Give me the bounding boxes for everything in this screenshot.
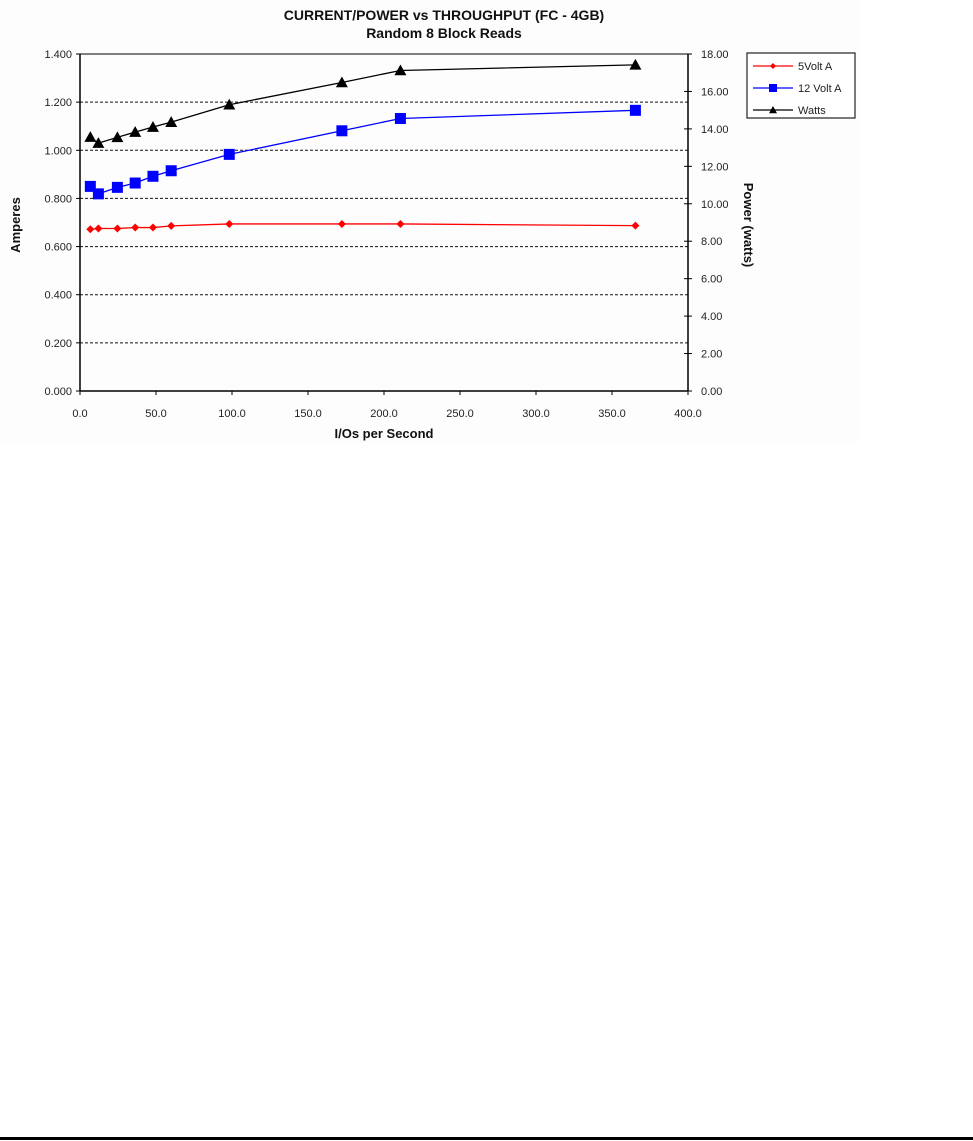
chart-title: CURRENT/POWER vs THROUGHPUT (FC - 4GB) [284,7,604,23]
data-point [629,104,641,116]
y2-tick-label: 0.00 [701,386,722,398]
data-point [113,224,122,233]
data-point [111,131,124,143]
series-line [89,64,636,144]
data-point [129,126,142,137]
y-tick-label: 0.800 [44,193,72,205]
chart-subtitle: Random 8 Block Reads [366,25,522,41]
x-tick-label: 0.0 [72,408,87,420]
y-tick-label: 0.400 [44,290,72,302]
y2-tick-label: 6.00 [701,274,722,286]
y2-tick-label: 4.00 [701,311,722,323]
data-point [335,76,348,88]
y2-tick-label: 14.00 [701,124,729,136]
chart-svg: CURRENT/POWER vs THROUGHPUT (FC - 4GB) R… [8,7,856,441]
legend-label: Watts [798,105,826,117]
y-tick-label: 1.400 [44,49,72,61]
data-point [111,181,123,193]
x-tick-label: 300.0 [522,408,550,420]
data-point [337,219,346,228]
series-line [89,109,636,195]
y2-axis-label: Power (watts) [741,183,756,268]
x-axis-label: I/Os per Second [335,426,434,441]
y2-tick-label: 8.00 [701,236,722,248]
data-point [92,188,104,200]
data-point [165,165,177,177]
data-point [223,98,236,110]
x-tick-label: 400.0 [674,408,702,420]
y-tick-label: 0.200 [44,338,72,350]
data-point [165,116,178,127]
data-point [94,224,103,233]
data-point [148,223,157,232]
data-point [84,131,97,142]
data-point [92,137,105,148]
y2-tick-label: 12.00 [701,161,729,173]
data-point [86,225,95,234]
y-axis-label: Amperes [8,197,23,253]
x-tick-label: 150.0 [294,408,322,420]
x-tick-label: 250.0 [446,408,474,420]
x-tick-label: 200.0 [370,408,398,420]
data-point [147,170,159,182]
data-point [146,121,159,132]
series-12-volt-a [84,104,641,200]
data-point [394,113,406,125]
y2-tick-label: 2.00 [701,349,722,361]
y-tick-label: 0.000 [44,386,72,398]
data-point [396,219,405,228]
series-5volt-a [86,219,640,234]
page-bottom-rule [0,1137,973,1140]
chart: CURRENT/POWER vs THROUGHPUT (FC - 4GB) R… [0,0,860,443]
data-point [167,221,176,230]
x-tick-label: 350.0 [598,408,626,420]
y-tick-label: 1.000 [44,145,72,157]
legend: 5Volt A 12 Volt A Watts [746,52,856,119]
data-point [129,177,141,189]
legend-marker [770,63,776,69]
y2-tick-label: 16.00 [701,86,729,98]
data-point [131,223,140,232]
data-point [394,64,407,76]
x-tick-label: 50.0 [145,408,166,420]
y-tick-label: 1.200 [44,97,72,109]
series-watts [84,58,642,148]
y2-tick-label: 18.00 [701,49,729,61]
x-tick-label: 100.0 [218,408,246,420]
y2-tick-label: 10.00 [701,199,729,211]
legend-label: 12 Volt A [798,83,842,95]
legend-label: 5Volt A [798,61,833,73]
data-point [629,58,642,70]
data-point [84,180,96,192]
data-point [631,221,640,230]
series-line [90,223,636,230]
legend-marker [769,106,777,114]
y-tick-label: 0.600 [44,242,72,254]
data-point [336,125,348,137]
data-point [225,219,234,228]
legend-marker [769,84,777,92]
data-point [223,148,235,160]
